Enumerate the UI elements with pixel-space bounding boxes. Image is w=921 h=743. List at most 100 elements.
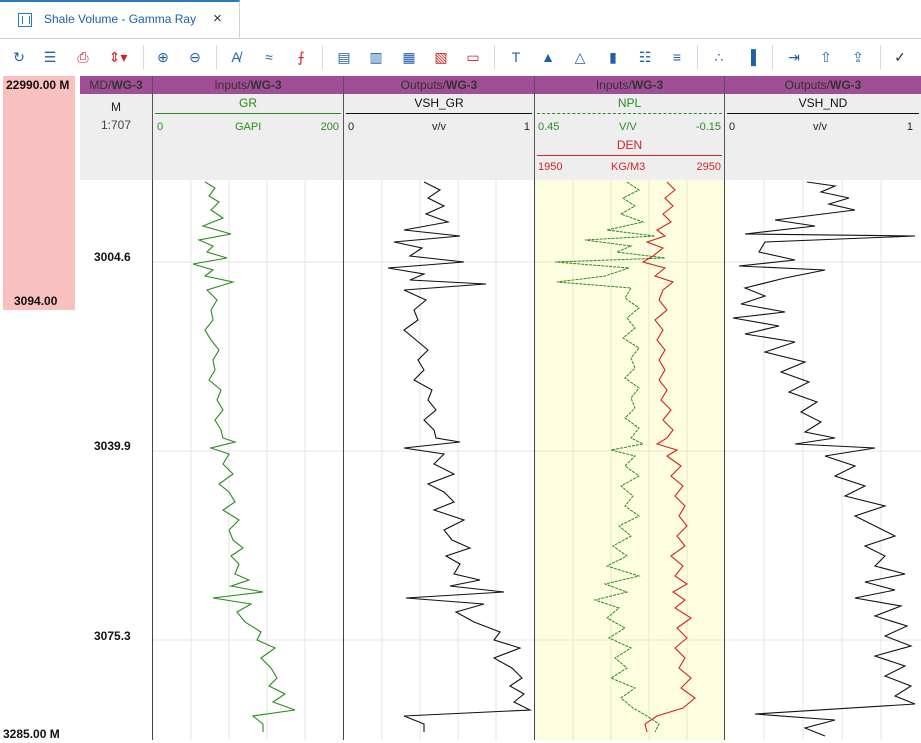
tab-shale-volume[interactable]: Shale Volume - Gamma Ray × (0, 0, 240, 38)
add-track-icon[interactable]: ▤ (337, 49, 351, 65)
add-log-icon[interactable]: ▥ (369, 49, 383, 65)
tab-title: Shale Volume - Gamma Ray (44, 12, 197, 26)
scale-left: 0 (157, 121, 164, 133)
grid-lines (725, 180, 921, 740)
print-icon[interactable]: ⎙ (77, 49, 89, 65)
zoom-in-icon[interactable]: ⊕ (157, 49, 169, 65)
export-icon[interactable]: ⇥ (788, 49, 800, 65)
text-label-icon[interactable]: A̸ (231, 49, 241, 65)
crossplot-icon[interactable]: ∴ (714, 49, 724, 65)
vsh-gr-curve (387, 181, 533, 732)
remove-track-icon[interactable]: ▭ (466, 49, 480, 65)
track-1-header[interactable]: Inputs/WG-3 (153, 76, 344, 94)
track-well-label: WG-3 (830, 78, 862, 92)
depth-ruler[interactable]: 22990.00 M 3094.00 3285.00 M (0, 76, 78, 741)
track-head-label: Inputs/ (595, 78, 632, 92)
toolbar-separator (322, 45, 323, 69)
track-3-curve-header[interactable]: NPL 0.45 V/V -0.15 DEN 1950 KG/M3 2950 (535, 94, 725, 180)
add-bar-icon[interactable]: ▮ (609, 49, 617, 65)
add-text-icon[interactable]: T (511, 49, 521, 65)
toolbar-separator (494, 45, 495, 69)
ruler-bottom-label: 3285.00 M (3, 727, 60, 741)
toolbar-separator (880, 45, 881, 69)
track-1-gr[interactable] (153, 180, 344, 740)
table-icon[interactable]: ☷ (638, 49, 652, 65)
curve-name-vsh-nd: VSH_ND (798, 96, 848, 110)
track-well-label: WG-3 (446, 78, 478, 92)
zoom-out-icon[interactable]: ⊖ (189, 49, 201, 65)
depth-track-info: M 1:707 (80, 94, 153, 180)
track-4-vsh-nd[interactable] (725, 180, 921, 740)
check-icon[interactable]: ✓ (894, 49, 906, 65)
add-grid-icon[interactable]: ▦ (402, 49, 416, 65)
scale-unit: v/v (813, 121, 828, 133)
npl-den-curve-plot (535, 180, 724, 740)
track-2-header[interactable]: Outputs/WG-3 (344, 76, 535, 94)
curve-name-vsh-gr: VSH_GR (414, 96, 464, 110)
scale-unit: v/v (432, 121, 447, 133)
close-icon[interactable]: × (213, 10, 222, 27)
upload-icon[interactable]: ⇧ (820, 49, 832, 65)
den-curve (641, 181, 696, 733)
depth-track-header[interactable]: MD/WG-3 (80, 76, 153, 94)
track-head-label: Outputs/ (784, 78, 830, 92)
refresh-icon[interactable]: ↻ (13, 49, 25, 65)
curve-line-sample (727, 113, 919, 114)
depth-head-label: MD/ (89, 78, 112, 92)
histogram-icon[interactable]: ▐ (746, 49, 756, 65)
table-list-icon[interactable]: ≡ (672, 49, 682, 65)
curve-tool-icon[interactable]: ⨍ (297, 49, 305, 65)
track-1-curve-header[interactable]: GR 0 GAPI 200 (153, 94, 344, 180)
track-4-header[interactable]: Outputs/WG-3 (725, 76, 921, 94)
list-icon[interactable]: ☰ (43, 49, 57, 65)
scale-left: 1950 (538, 161, 563, 173)
track-3-header[interactable]: Inputs/WG-3 (535, 76, 725, 94)
depth-track[interactable]: 3004.6 3039.9 3075.3 (80, 180, 153, 740)
curve-fit-icon[interactable]: ≈ (265, 49, 273, 65)
curve-name-gr: GR (239, 96, 257, 110)
track-3-npl-den[interactable] (535, 180, 725, 740)
ruler-top-label: 22990.00 M (6, 78, 70, 92)
scale-left: 0.45 (538, 121, 560, 133)
curve-line-sample (537, 155, 722, 156)
track-2-curve-header[interactable]: VSH_GR 0 v/v 1 (344, 94, 535, 180)
vsh-gr-curve-plot (344, 180, 534, 740)
image-icon[interactable]: △ (574, 49, 586, 65)
depth-label: 3075.3 (94, 629, 131, 643)
scale-left: 0 (348, 121, 355, 133)
track-4-curve-header[interactable]: VSH_ND 0 v/v 1 (725, 94, 921, 180)
track-head-label: Outputs/ (400, 78, 446, 92)
curve-name-npl: NPL (617, 96, 642, 110)
upload-up-icon[interactable]: ⇪ (852, 49, 864, 65)
expand-icon[interactable]: ⇕▾ (108, 49, 128, 65)
depth-well-label: WG-3 (111, 78, 143, 92)
vsh-nd-curve (732, 181, 916, 737)
scale-unit: KG/M3 (611, 161, 646, 173)
log-plot: MD/WG-3 M 1:707 3004.6 3039.9 3075.3 Inp… (80, 76, 921, 740)
grid-lines (153, 180, 343, 740)
add-image-icon[interactable]: ▲ (541, 49, 555, 65)
track-well-label: WG-3 (631, 78, 664, 92)
scale-unit: V/V (619, 121, 637, 133)
depth-unit: M (111, 100, 121, 114)
toolbar-separator (697, 45, 698, 69)
toolbar-separator (216, 45, 217, 69)
curve-line-sample (346, 113, 532, 114)
scale-right: -0.15 (695, 121, 721, 133)
log-view-icon (18, 13, 32, 27)
gr-curve-plot (153, 180, 343, 740)
grid-lines (535, 180, 724, 740)
scale-right: 1 (906, 121, 913, 133)
add-fill-icon[interactable]: ▧ (434, 49, 448, 65)
tab-bar: Shale Volume - Gamma Ray × (0, 0, 921, 39)
track-well-label: WG-3 (250, 78, 282, 92)
grid-lines (344, 180, 534, 740)
ruler-band-end-label: 3094.00 (14, 294, 58, 308)
depth-scale: 1:707 (100, 118, 132, 132)
ruler-visible-range[interactable] (3, 76, 75, 310)
scale-left: 0 (729, 121, 736, 133)
track-2-vsh-gr[interactable] (344, 180, 535, 740)
curve-line-sample (537, 113, 722, 114)
toolbar-separator (143, 45, 144, 69)
vsh-nd-curve-plot (725, 180, 921, 740)
